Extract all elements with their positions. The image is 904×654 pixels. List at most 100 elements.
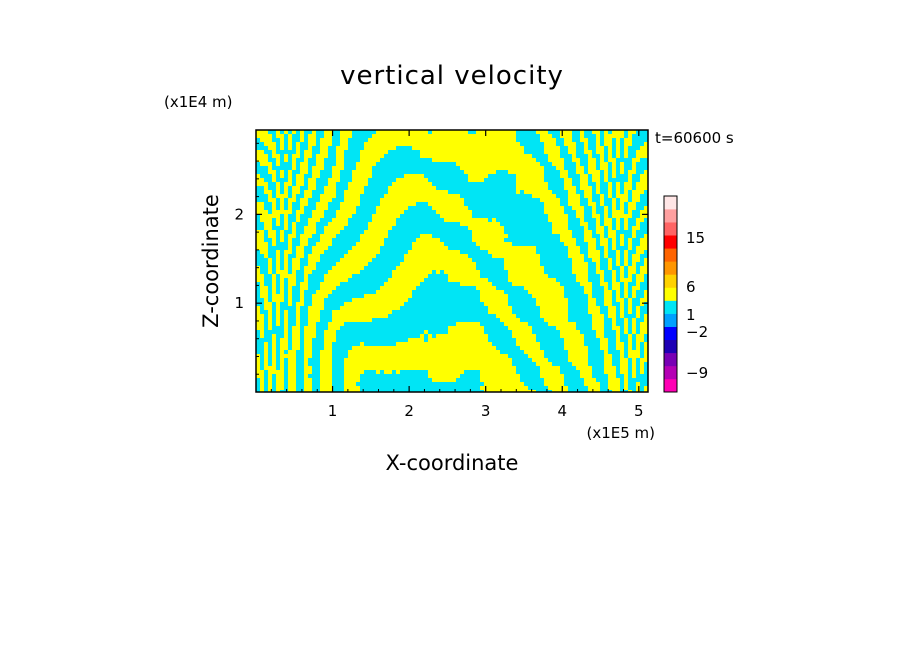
- updraft-region: [296, 302, 305, 307]
- updraft-region: [276, 222, 281, 227]
- updraft-region: [296, 150, 301, 155]
- downdraft-region: [640, 306, 648, 311]
- downdraft-region: [288, 334, 293, 339]
- downdraft-region: [312, 378, 321, 383]
- updraft-region: [264, 354, 269, 359]
- updraft-region: [256, 230, 265, 235]
- downdraft-region: [556, 278, 577, 283]
- updraft-region: [304, 374, 309, 379]
- updraft-region: [256, 246, 269, 251]
- downdraft-region: [592, 294, 605, 299]
- downdraft-region: [304, 290, 317, 295]
- updraft-region: [304, 330, 317, 335]
- downdraft-region: [536, 246, 569, 251]
- downdraft-region: [616, 374, 625, 379]
- colorbar-swatch: [664, 274, 677, 288]
- downdraft-region: [280, 154, 285, 159]
- downdraft-region: [512, 358, 533, 363]
- updraft-region: [604, 134, 625, 139]
- updraft-region: [288, 294, 293, 299]
- downdraft-region: [600, 138, 605, 143]
- updraft-region: [352, 174, 373, 179]
- downdraft-region: [560, 146, 569, 151]
- updraft-region: [288, 370, 297, 375]
- updraft-region: [624, 254, 629, 259]
- downdraft-region: [580, 162, 589, 167]
- updraft-region: [616, 298, 625, 303]
- updraft-region: [580, 222, 589, 227]
- updraft-region: [640, 330, 648, 335]
- downdraft-region: [256, 390, 261, 392]
- downdraft-region: [620, 226, 625, 231]
- updraft-region: [444, 218, 489, 223]
- downdraft-region: [628, 294, 633, 299]
- updraft-region: [260, 286, 269, 291]
- updraft-region: [448, 274, 481, 279]
- x-tick-label: 2: [404, 402, 414, 420]
- downdraft-region: [296, 130, 301, 135]
- updraft-region: [568, 198, 581, 203]
- downdraft-region: [288, 258, 293, 263]
- colorbar-swatch: [664, 365, 677, 380]
- updraft-region: [256, 134, 273, 139]
- updraft-region: [576, 210, 585, 215]
- updraft-region: [484, 382, 525, 387]
- updraft-region: [304, 362, 309, 367]
- updraft-region: [300, 166, 309, 171]
- downdraft-region: [284, 294, 289, 299]
- updraft-region: [628, 346, 633, 351]
- downdraft-region: [624, 270, 629, 275]
- downdraft-region: [620, 150, 625, 155]
- updraft-region: [596, 186, 601, 191]
- downdraft-region: [600, 186, 609, 191]
- downdraft-region: [324, 250, 349, 255]
- downdraft-region: [316, 226, 325, 231]
- updraft-region: [612, 238, 617, 243]
- updraft-region: [640, 358, 648, 363]
- downdraft-region: [360, 202, 381, 207]
- colorbar-swatch: [664, 235, 677, 249]
- downdraft-region: [288, 190, 293, 195]
- updraft-region: [620, 270, 625, 275]
- downdraft-region: [608, 170, 613, 175]
- downdraft-region: [628, 366, 633, 371]
- updraft-region: [488, 306, 513, 311]
- downdraft-region: [424, 278, 449, 283]
- updraft-region: [628, 134, 633, 139]
- downdraft-region: [576, 322, 593, 327]
- downdraft-region: [592, 374, 609, 379]
- updraft-region: [312, 174, 321, 179]
- downdraft-region: [628, 254, 633, 259]
- updraft-region: [644, 346, 648, 351]
- updraft-region: [280, 342, 289, 347]
- updraft-region: [540, 138, 557, 143]
- downdraft-region: [600, 382, 609, 387]
- updraft-region: [472, 234, 509, 239]
- downdraft-region: [568, 298, 589, 303]
- updraft-region: [332, 170, 341, 175]
- updraft-region: [624, 138, 633, 143]
- downdraft-region: [276, 242, 289, 247]
- updraft-region: [552, 226, 569, 231]
- updraft-region: [584, 150, 593, 155]
- downdraft-region: [612, 222, 617, 227]
- updraft-region: [280, 362, 285, 367]
- downdraft-region: [592, 370, 605, 375]
- downdraft-region: [328, 154, 337, 159]
- updraft-region: [640, 366, 645, 371]
- downdraft-region: [604, 230, 609, 235]
- downdraft-region: [272, 266, 277, 271]
- updraft-region: [500, 318, 521, 323]
- downdraft-region: [280, 390, 289, 392]
- updraft-region: [560, 234, 573, 239]
- downdraft-region: [592, 190, 597, 195]
- downdraft-region: [356, 382, 485, 387]
- downdraft-region: [316, 130, 325, 135]
- x-tick-label: 1: [328, 402, 338, 420]
- downdraft-region: [340, 174, 353, 179]
- downdraft-region: [296, 230, 305, 235]
- downdraft-region: [632, 278, 637, 283]
- updraft-region: [272, 362, 277, 367]
- updraft-region: [328, 322, 345, 327]
- updraft-region: [600, 242, 609, 247]
